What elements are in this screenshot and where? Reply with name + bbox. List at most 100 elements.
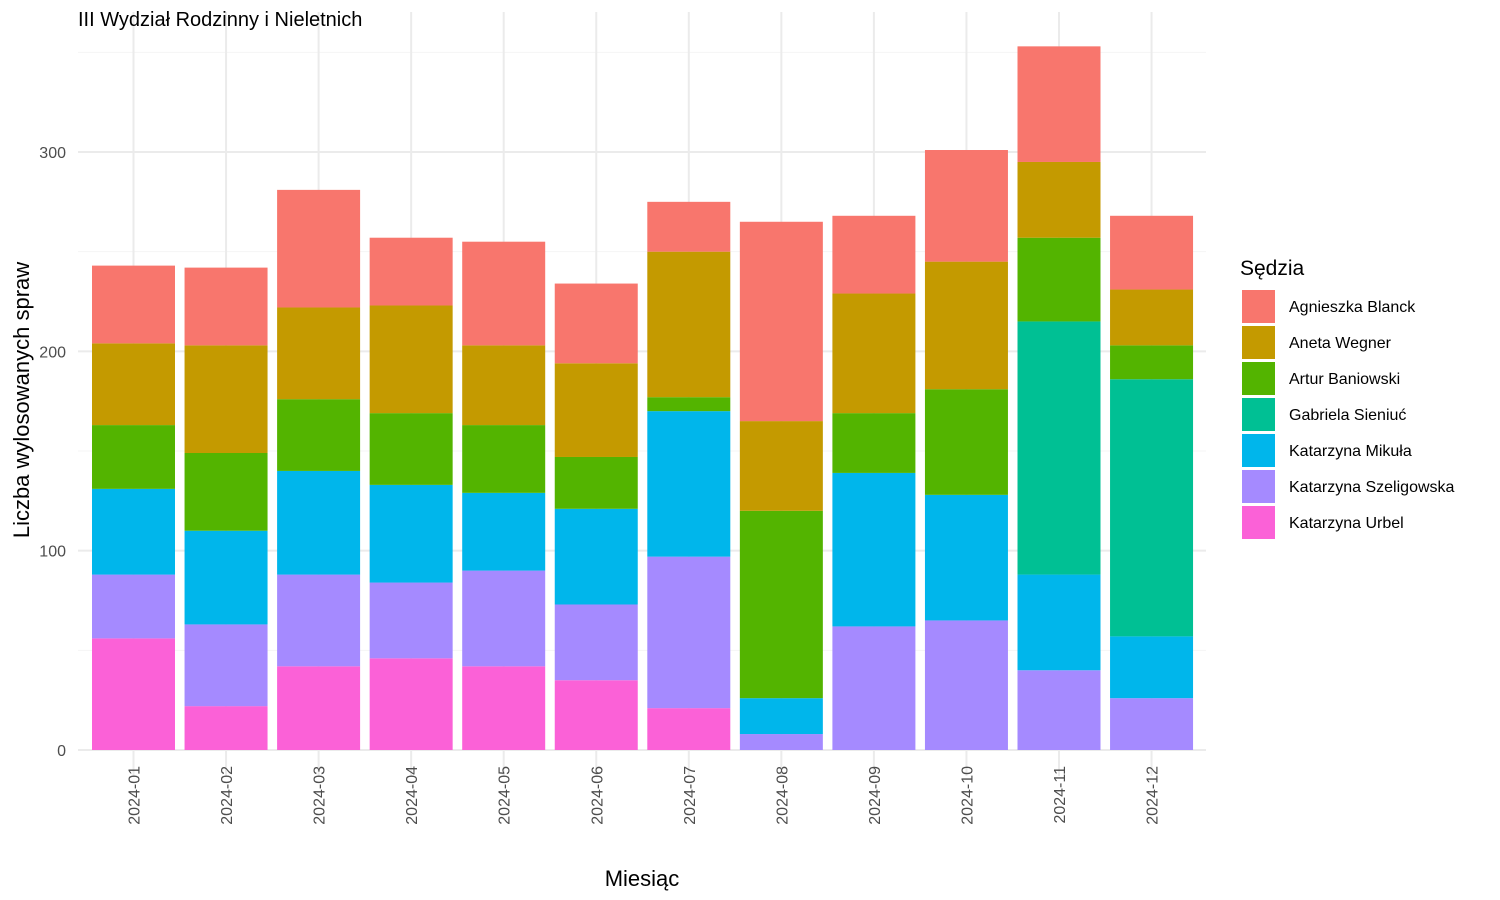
bar-segment [554, 604, 638, 681]
bar-segment [554, 508, 638, 605]
bar-segment [832, 626, 916, 750]
bar-segment [184, 530, 268, 625]
bar-segment [739, 734, 823, 750]
bar-segment [462, 666, 546, 750]
x-tick-label: 2024-03 [312, 766, 329, 825]
legend-key [1242, 326, 1275, 359]
bar-segment [647, 411, 731, 557]
bar-segment [924, 389, 1008, 495]
bar-segment [462, 570, 546, 667]
bar-segment [647, 397, 731, 412]
bar-segment [92, 574, 175, 639]
bar-segment [92, 638, 175, 750]
x-tick-label: 2024-10 [959, 766, 976, 825]
y-tick-label: 100 [39, 544, 66, 561]
bar-segment [1017, 46, 1101, 162]
bar-segment [647, 708, 731, 750]
legend-label: Agnieszka Blanck [1289, 299, 1416, 316]
legend-label: Katarzyna Mikuła [1289, 443, 1412, 460]
bar-segment [924, 150, 1008, 262]
bar-segment [1110, 215, 1194, 290]
legend-items: Agnieszka Blanck Aneta Wegner Artur Baniow… [1242, 290, 1455, 539]
bar-segment [369, 305, 453, 414]
bar-segment [277, 399, 361, 471]
legend-key [1242, 398, 1275, 431]
bar-segment [462, 492, 546, 571]
legend-key [1242, 362, 1275, 395]
bar-segment [369, 484, 453, 583]
bar-segment [832, 215, 916, 294]
bar-segment [739, 221, 823, 422]
bar-segment [924, 620, 1008, 750]
bar-segment [647, 251, 731, 398]
bars [92, 46, 1194, 750]
bar-segment [462, 241, 546, 346]
bar-segment [924, 261, 1008, 390]
bar-segment [832, 293, 916, 414]
bar-segment [1110, 636, 1194, 699]
bar-segment [647, 201, 731, 252]
bar-segment [1017, 321, 1101, 575]
y-tick-label: 0 [57, 743, 66, 760]
bar-segment [554, 456, 638, 509]
x-tick-label: 2024-12 [1145, 766, 1162, 825]
bar-segment [184, 345, 268, 453]
legend-label: Gabriela Sieniuć [1289, 407, 1406, 424]
legend-label: Aneta Wegner [1289, 335, 1392, 352]
bar-segment [1110, 289, 1194, 346]
y-axis-ticks: 0 100 200 300 [39, 145, 66, 760]
x-tick-label: 2024-02 [219, 766, 236, 825]
legend-label: Artur Baniowski [1289, 371, 1400, 388]
bar-segment [739, 510, 823, 699]
legend-label: Katarzyna Szeligowska [1289, 479, 1455, 496]
bar-segment [1017, 161, 1101, 238]
bar-segment [92, 343, 175, 426]
legend: Sędzia Agnieszka Blanck Aneta Wegner Artur… [1240, 257, 1455, 539]
y-tick-label: 300 [39, 145, 66, 162]
bar-segment [647, 556, 731, 709]
bar-segment [92, 265, 175, 344]
bar-segment [462, 345, 546, 426]
bar-segment [277, 666, 361, 750]
y-axis-title: Liczba wylosowanych spraw [9, 262, 34, 538]
x-axis-title: Miesiąc [605, 866, 680, 891]
bar-segment [92, 488, 175, 575]
legend-key [1242, 506, 1275, 539]
x-tick-label: 2024-01 [127, 766, 144, 825]
bar-segment [184, 267, 268, 346]
x-tick-label: 2024-08 [774, 766, 791, 825]
legend-key [1242, 470, 1275, 503]
y-tick-label: 200 [39, 344, 66, 361]
bar-segment [832, 413, 916, 473]
x-tick-label: 2024-06 [589, 766, 606, 825]
bar-segment [554, 680, 638, 750]
bar-segment [92, 425, 175, 489]
bar-segment [277, 574, 361, 667]
bar-segment [184, 624, 268, 707]
x-axis-ticks: 2024-01 2024-02 2024-03 2024-04 2024-05 2024-… [127, 766, 1162, 825]
bar-segment [739, 421, 823, 511]
bar-segment [369, 658, 453, 750]
x-tick-label: 2024-09 [867, 766, 884, 825]
bar-segment [369, 413, 453, 485]
bar-segment [1110, 379, 1194, 637]
bar-segment [184, 706, 268, 750]
bar-segment [1110, 345, 1194, 380]
legend-label: Katarzyna Urbel [1289, 515, 1404, 532]
bar-segment [554, 283, 638, 364]
x-tick-label: 2024-11 [1052, 766, 1069, 824]
bar-segment [277, 307, 361, 400]
bar-segment [1017, 670, 1101, 750]
bar-segment [1110, 698, 1194, 750]
bar-segment [277, 189, 361, 308]
x-tick-label: 2024-07 [682, 766, 699, 825]
bar-segment [369, 582, 453, 659]
chart-title: III Wydział Rodzinny i Nieletnich [78, 9, 362, 31]
bar-segment [1017, 237, 1101, 322]
bar-segment [554, 363, 638, 457]
bar-segment [739, 698, 823, 735]
bar-segment [184, 452, 268, 531]
x-tick-label: 2024-04 [404, 766, 421, 825]
bar-segment [924, 494, 1008, 621]
